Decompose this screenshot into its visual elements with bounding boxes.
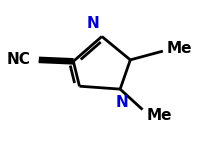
- Text: Me: Me: [147, 108, 172, 123]
- Text: NC: NC: [7, 52, 31, 67]
- Text: N: N: [87, 16, 100, 31]
- Text: Me: Me: [167, 41, 192, 56]
- Text: N: N: [116, 95, 129, 110]
